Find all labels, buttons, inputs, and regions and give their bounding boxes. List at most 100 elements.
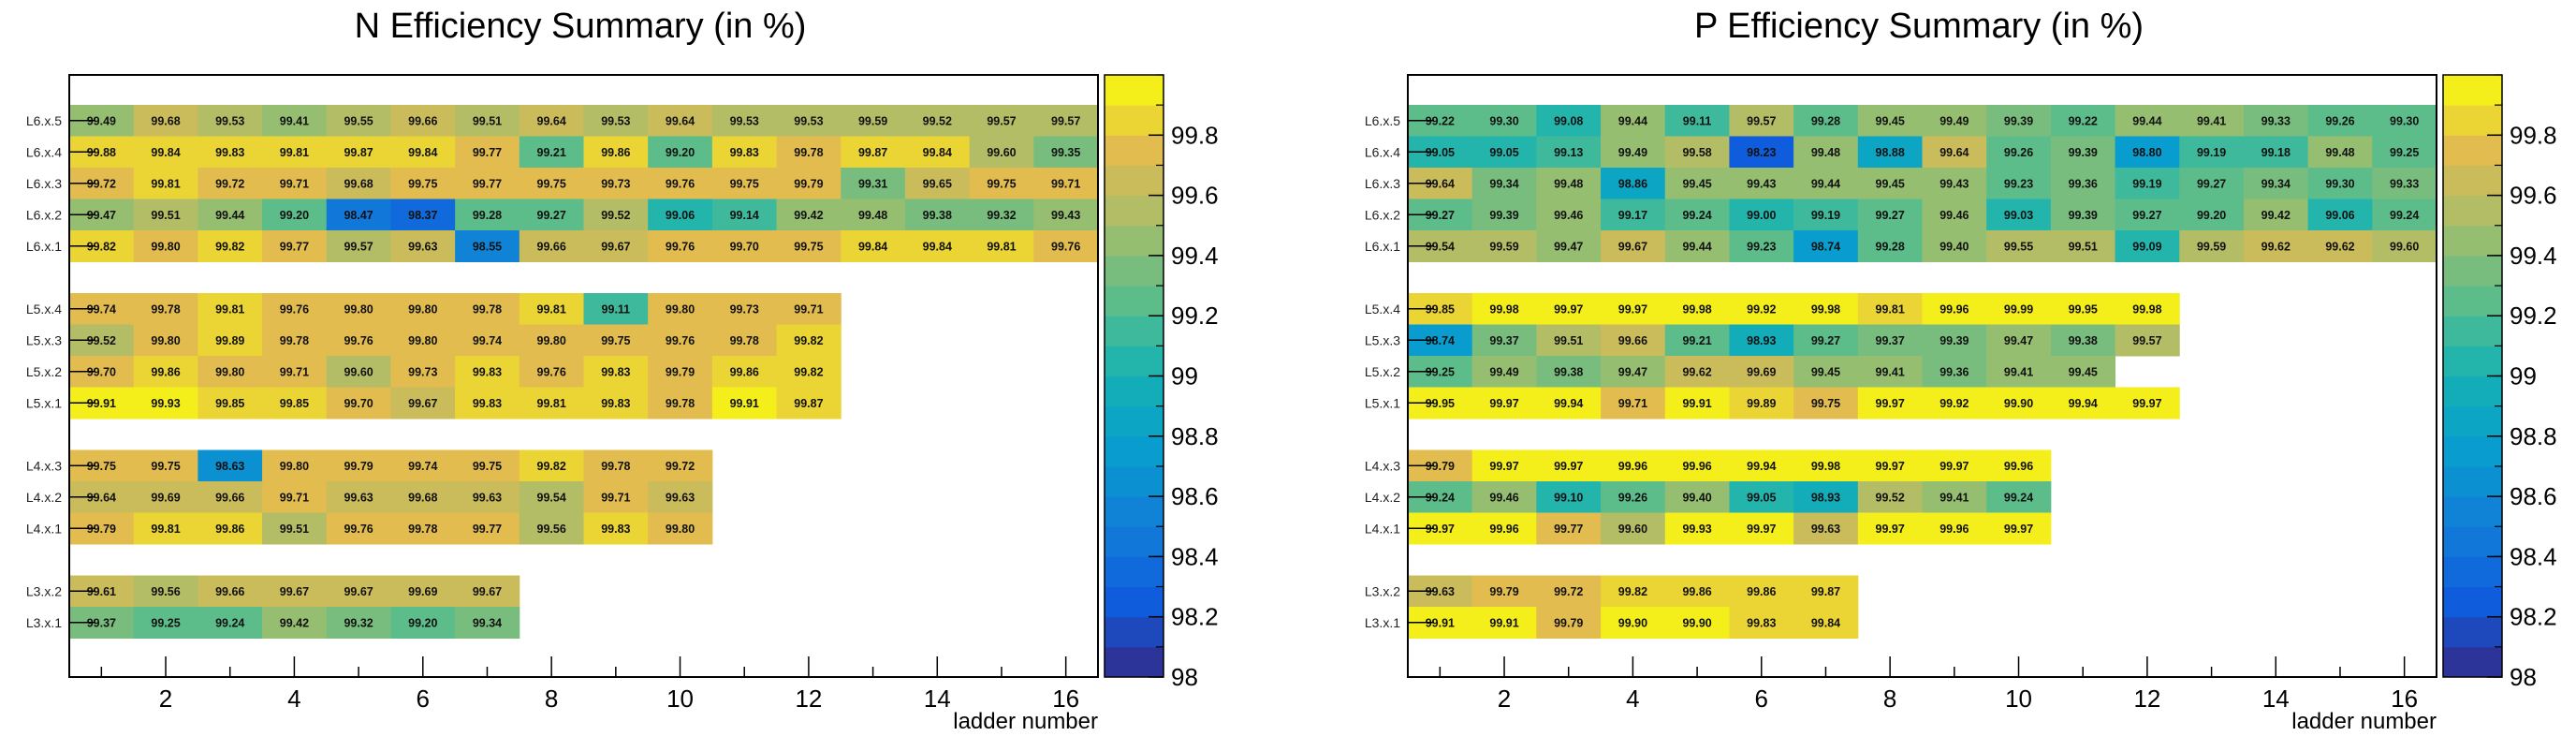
cell-value: 99.72 [87,177,116,190]
heatmap-cell [711,136,778,169]
cell-value: 99.59 [2197,240,2226,253]
cell-value: 99.14 [730,209,759,222]
cell-value: 99.90 [1682,616,1711,629]
heatmap-cell [1793,512,1859,545]
cell-value: 99.25 [151,616,180,629]
row-label: L4.x.3 [26,458,62,473]
cell-value: 99.64 [1426,177,1455,190]
heatmap-cell [1922,199,1987,231]
heatmap-cell [648,512,713,545]
cell-value: 99.97 [1554,460,1583,473]
cell-value: 99.83 [730,146,759,159]
heatmap-cell [711,356,778,388]
heatmap-cell [1922,324,1987,357]
heatmap-cell [133,324,198,357]
cell-value: 99.77 [473,177,502,190]
heatmap-cell [776,356,842,388]
heatmap-cell [1729,230,1794,262]
heatmap-cell [1857,324,1923,357]
colorbar-band [2443,376,2502,407]
cell-value: 99.51 [280,523,309,536]
heatmap-cell [1536,293,1602,325]
cell-value: 99.77 [1554,523,1583,536]
cell-value: 99.40 [1682,491,1711,504]
heatmap-cell [2243,136,2309,169]
heatmap-cell [262,168,328,199]
heatmap-cell [1922,481,1987,513]
heatmap-cell [198,324,263,357]
heatmap-cell [1986,105,2052,137]
cell-value: 99.97 [1426,523,1455,536]
cell-value: 99.63 [1426,585,1455,598]
heatmap-cell [390,512,456,545]
heatmap-cell [1033,168,1099,199]
cell-value: 99.97 [1876,397,1905,410]
heatmap-cell [2243,105,2309,137]
heatmap-cell [326,168,391,199]
colorbar-band [1105,646,1164,678]
heatmap-cell [1601,136,1666,169]
heatmap-cell [390,293,456,325]
chart-title: N Efficiency Summary (in %) [355,7,807,46]
cell-value: 99.79 [87,523,116,536]
row-label: L3.x.1 [26,615,62,630]
cell-value: 99.83 [601,523,630,536]
heatmap-cell [648,481,713,513]
heatmap-cell [1471,481,1537,513]
cell-value: 99.69 [1747,365,1776,378]
cell-value: 99.61 [87,585,116,598]
colorbar-band [1105,75,1164,106]
row-label: L6.x.2 [26,207,62,222]
cell-value: 99.44 [1811,177,1840,190]
heatmap-cell [1793,105,1859,137]
heatmap-cell [1986,356,2052,388]
row-label: L6.x.1 [1365,239,1400,254]
heatmap-cell [1729,168,1794,199]
heatmap-cell [1793,136,1859,169]
heatmap-cell [969,199,1034,231]
heatmap-cell [776,199,842,231]
heatmap-cell [1664,136,1730,169]
x-tick-label: 2 [1498,685,1511,713]
colorbar-band [2443,75,2502,106]
cell-value: 99.03 [2004,209,2033,222]
row-label: L6.x.4 [1365,144,1400,159]
cell-value: 99.53 [794,114,823,127]
heatmap-cells: 99.22 99.30 99.08 99.44 99.11 99.57 99.28 99.45… [1408,105,2437,639]
heatmap-cell [455,105,520,137]
cell-value: 99.69 [151,491,180,504]
cell-value: 99.52 [601,209,630,222]
heatmap-cell [583,230,649,262]
cell-value: 99.78 [151,302,180,316]
heatmap-cell [1664,512,1730,545]
row-label: L5.x.4 [26,302,62,317]
heatmap-cell [1729,136,1794,169]
cell-value: 99.13 [1554,146,1583,159]
cell-value: 99.74 [87,302,116,316]
cell-value: 99.28 [1811,114,1840,127]
heatmap-cell [1986,387,2052,420]
heatmap-cell [776,168,842,199]
heatmap-cell [648,449,713,482]
heatmap-cell [519,449,584,482]
row-label: L6.x.3 [26,176,62,191]
heatmap-cell [326,293,391,325]
cell-value: 99.71 [601,491,630,504]
heatmap-cell [2372,199,2437,231]
heatmap-cell [1729,512,1794,545]
cell-value: 99.94 [1554,397,1583,410]
heatmap-cell [904,230,971,262]
cell-value: 99.24 [2004,491,2033,504]
heatmap-cell [262,230,328,262]
row-label: L4.x.3 [1365,458,1400,473]
heatmap-cell [1729,449,1794,482]
cell-value: 98.63 [215,460,244,473]
cell-value: 99.84 [858,240,887,253]
cell-value: 99.97 [1554,302,1583,316]
cell-value: 99.80 [151,240,180,253]
cell-value: 99.43 [1747,177,1776,190]
heatmap-cell [1986,199,2052,231]
cell-value: 99.96 [1939,523,1969,536]
heatmap-cell [1664,481,1730,513]
cell-value: 99.79 [666,365,695,378]
